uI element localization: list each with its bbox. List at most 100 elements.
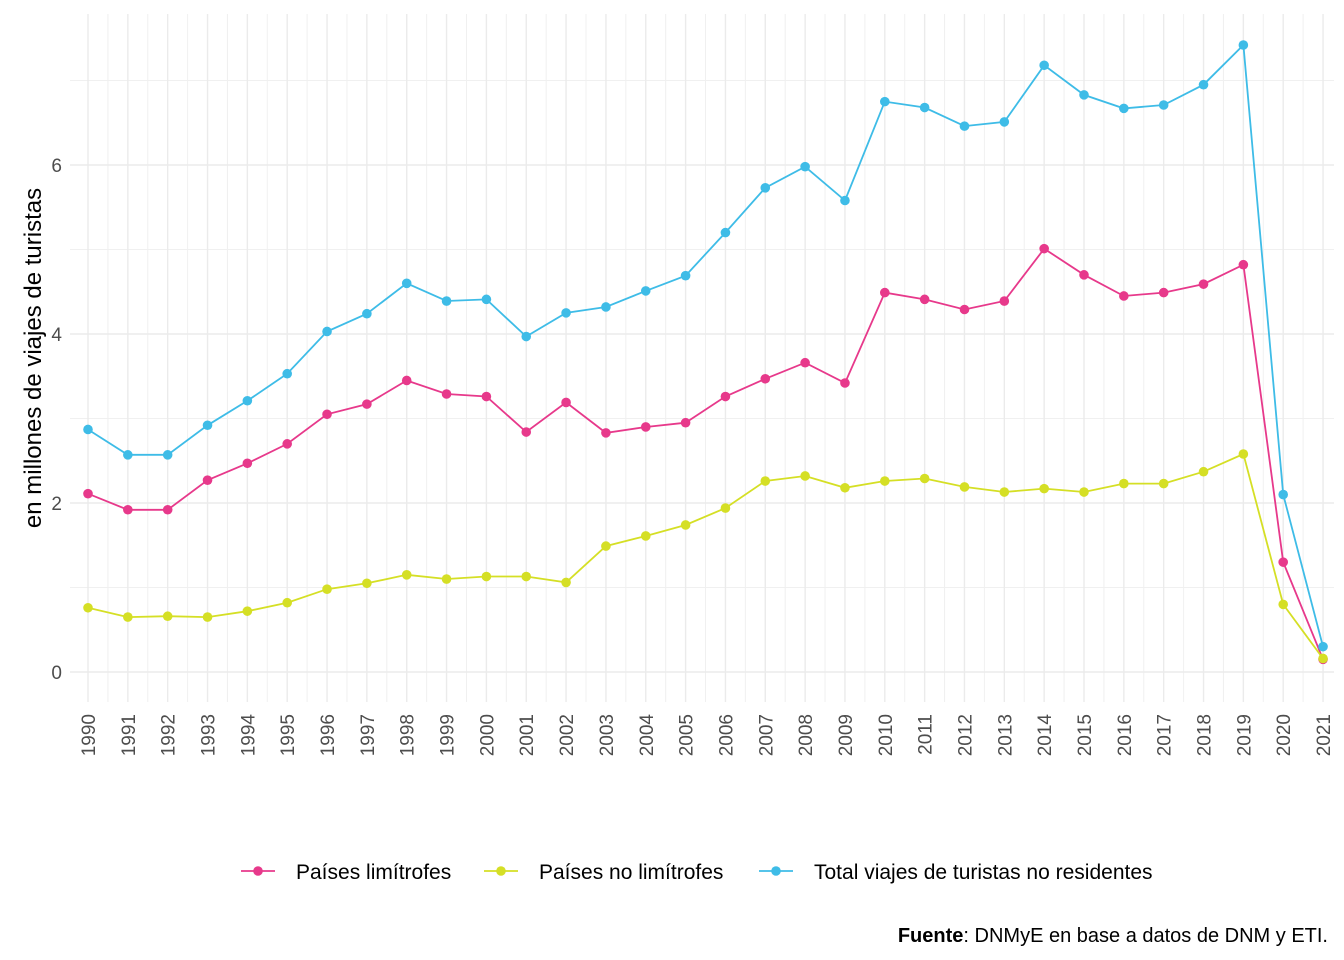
- data-point: [601, 302, 611, 312]
- data-point: [999, 117, 1010, 127]
- data-point: [242, 395, 253, 406]
- data-point: [1119, 291, 1129, 301]
- data-point: [123, 612, 133, 622]
- data-point: [1198, 466, 1209, 477]
- legend-marker: [496, 866, 506, 876]
- data-point: [800, 471, 810, 481]
- data-point: [959, 304, 970, 315]
- data-point: [840, 482, 850, 493]
- data-point: [282, 368, 293, 379]
- data-point: [401, 278, 412, 289]
- series-line: [87, 43, 1324, 647]
- caption-text: : DNMyE en base a datos de DNM y ETI.: [963, 925, 1328, 947]
- data-point: [561, 397, 571, 408]
- data-point: [1198, 279, 1209, 289]
- x-tick-label: 2019: [1234, 714, 1255, 756]
- x-tick-label: 2016: [1115, 714, 1136, 756]
- legend-item: Países limítrofes: [241, 861, 451, 884]
- x-tick-label: 2015: [1075, 714, 1096, 756]
- data-point: [322, 584, 332, 594]
- data-point: [1278, 489, 1288, 500]
- legend-marker: [771, 866, 781, 876]
- series-3: [83, 40, 1328, 652]
- data-point: [561, 308, 571, 318]
- x-tick-label: 2020: [1274, 714, 1295, 756]
- data-point: [1079, 90, 1089, 100]
- data-point: [202, 420, 213, 431]
- data-point: [481, 571, 492, 582]
- data-point: [441, 574, 452, 584]
- data-point: [441, 389, 452, 399]
- data-point: [1039, 60, 1049, 71]
- data-point: [362, 399, 372, 409]
- data-point: [83, 488, 93, 499]
- y-axis-title: en millones de viajes de turistas: [20, 188, 47, 528]
- data-point: [640, 422, 651, 432]
- legend-label: Total viajes de turistas no residentes: [814, 861, 1153, 884]
- data-point: [521, 427, 532, 437]
- x-tick-label: 2010: [876, 714, 897, 756]
- data-point: [1278, 557, 1288, 567]
- data-point: [680, 520, 691, 530]
- x-tick-label: 1998: [398, 714, 419, 756]
- data-point: [242, 606, 253, 616]
- data-point: [1158, 287, 1169, 298]
- data-point: [123, 450, 133, 460]
- data-point: [1318, 641, 1328, 652]
- data-point: [720, 503, 731, 513]
- data-point: [162, 450, 173, 460]
- data-point: [441, 296, 452, 306]
- data-point: [481, 391, 492, 402]
- data-point: [1039, 243, 1049, 254]
- data-point: [601, 541, 611, 551]
- x-tick-label: 2002: [557, 714, 578, 756]
- x-tick-label: 1991: [119, 714, 140, 756]
- x-tick-label: 1994: [238, 714, 259, 757]
- data-point: [481, 294, 492, 305]
- major-grid: [70, 14, 1334, 702]
- data-point: [1238, 259, 1249, 270]
- data-point: [640, 531, 651, 541]
- data-point: [162, 611, 173, 622]
- x-tick-label: 2003: [597, 714, 618, 756]
- y-tick-label: 4: [51, 325, 62, 346]
- data-point: [362, 578, 372, 589]
- x-tick-label: 2005: [677, 714, 698, 756]
- x-tick-label: 2001: [517, 714, 538, 756]
- series-line: [87, 452, 1324, 660]
- data-point: [1318, 653, 1328, 664]
- data-point: [720, 391, 731, 402]
- x-tick-label: 2021: [1314, 714, 1335, 756]
- data-point: [919, 294, 930, 305]
- data-point: [1039, 483, 1049, 494]
- x-tick-label: 2004: [637, 714, 658, 757]
- legend-label: Países limítrofes: [296, 861, 451, 884]
- y-tick-label: 2: [51, 494, 62, 515]
- x-tick-label: 1997: [358, 714, 379, 756]
- y-tick-label: 0: [51, 663, 62, 684]
- data-point: [880, 476, 890, 486]
- data-point: [880, 287, 890, 298]
- data-point: [959, 482, 970, 492]
- data-point: [1238, 40, 1249, 50]
- data-point: [1079, 270, 1089, 280]
- caption: Fuente: DNMyE en base a datos de DNM y E…: [898, 925, 1328, 947]
- data-point: [919, 102, 930, 113]
- x-tick-label: 2012: [955, 714, 976, 756]
- data-point: [162, 504, 173, 515]
- data-point: [83, 424, 93, 435]
- caption-bold: Fuente: [898, 925, 964, 947]
- data-point: [680, 417, 691, 428]
- x-axis-ticks: 1990 1991 1992 1993 1994 1995 1996 1997 1998 1999…: [79, 714, 1335, 757]
- x-tick-label: 2011: [916, 714, 937, 755]
- data-point: [282, 597, 293, 608]
- data-point: [601, 428, 611, 438]
- x-tick-label: 2018: [1195, 714, 1216, 756]
- data-point: [680, 270, 691, 281]
- x-tick-label: 2007: [756, 714, 777, 756]
- data-point: [999, 487, 1010, 497]
- data-point: [1119, 478, 1129, 489]
- data-point: [202, 612, 213, 622]
- data-point: [1079, 487, 1089, 497]
- x-tick-label: 2017: [1155, 714, 1176, 756]
